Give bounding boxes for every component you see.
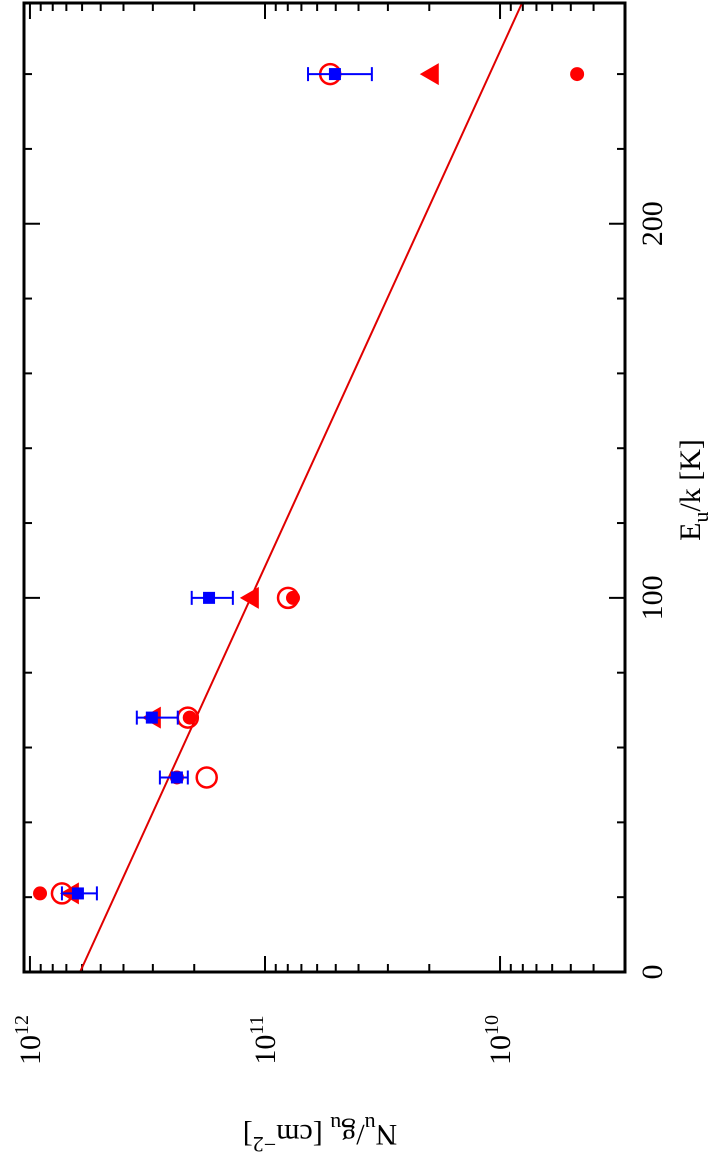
label-part: [cm <box>276 1118 330 1151</box>
point <box>570 67 585 82</box>
label-part: /g <box>341 1118 364 1151</box>
y-tick-label: 1010 <box>481 1015 517 1065</box>
label-part: E <box>674 523 707 541</box>
label-part: u <box>365 1112 376 1137</box>
label-part: ] <box>243 1118 253 1151</box>
point <box>71 887 84 900</box>
tick-exponent: 12 <box>11 1015 33 1035</box>
tick-base: 10 <box>14 1035 47 1065</box>
x-axis-label: Eu/k [K] <box>674 439 713 541</box>
point <box>195 766 218 789</box>
y-axis-label: Nu/gu [cm−2] <box>243 1112 398 1154</box>
y-tick-label: 1012 <box>11 1015 47 1065</box>
label-part: N <box>376 1118 398 1151</box>
point <box>328 68 341 81</box>
point <box>419 63 439 86</box>
tick-base: 10 <box>249 1035 282 1065</box>
point <box>182 710 197 725</box>
x-tick-label: 200 <box>636 201 669 246</box>
label-part: −2 <box>253 1132 276 1154</box>
y-tick-label: 1011 <box>246 1015 282 1064</box>
point <box>276 586 300 610</box>
label-part: /k [K] <box>674 439 707 511</box>
point <box>33 886 48 901</box>
plot-frame <box>22 1 627 974</box>
point <box>145 711 158 724</box>
label-part: u <box>688 512 713 523</box>
point <box>239 586 259 609</box>
point <box>203 591 216 604</box>
point <box>170 771 183 784</box>
label-part: u <box>330 1112 341 1137</box>
tick-exponent: 10 <box>481 1015 503 1035</box>
x-tick-label: 0 <box>636 965 669 980</box>
tick-base: 10 <box>484 1035 517 1065</box>
fit-line <box>79 2 523 973</box>
x-tick-label: 100 <box>636 575 669 620</box>
tick-exponent: 11 <box>246 1015 268 1034</box>
